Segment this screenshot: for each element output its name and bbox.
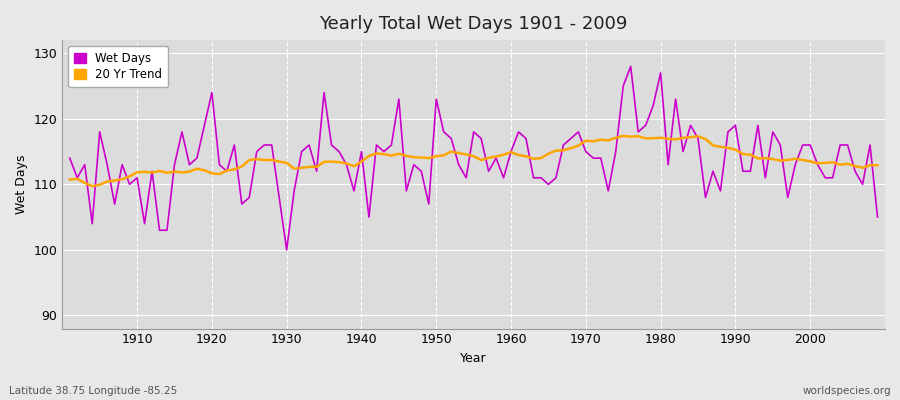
Legend: Wet Days, 20 Yr Trend: Wet Days, 20 Yr Trend	[68, 46, 168, 87]
Text: Latitude 38.75 Longitude -85.25: Latitude 38.75 Longitude -85.25	[9, 386, 177, 396]
Text: worldspecies.org: worldspecies.org	[803, 386, 891, 396]
X-axis label: Year: Year	[460, 352, 487, 365]
Y-axis label: Wet Days: Wet Days	[15, 154, 28, 214]
Title: Yearly Total Wet Days 1901 - 2009: Yearly Total Wet Days 1901 - 2009	[320, 15, 628, 33]
